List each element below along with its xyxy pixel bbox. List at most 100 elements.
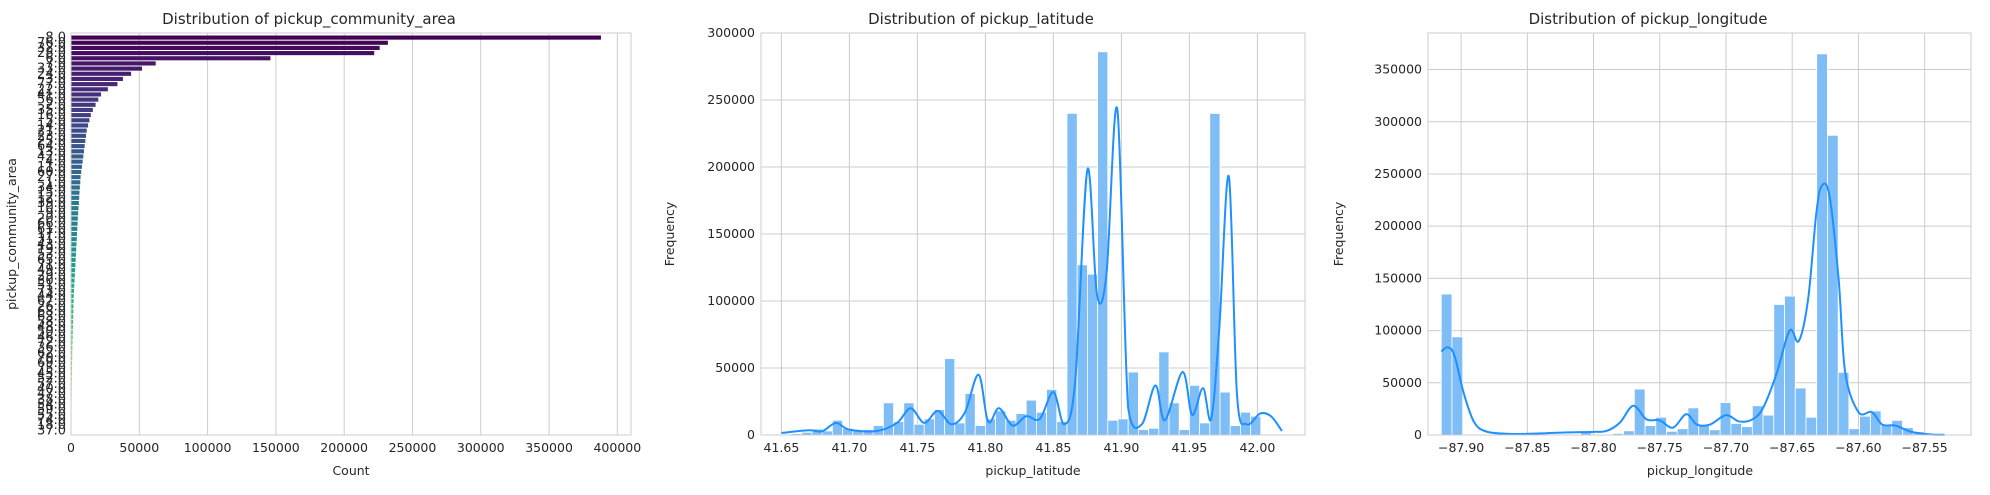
- y-tick-label: 50000: [1382, 375, 1422, 390]
- community-area-y-tick-label: 25.0: [37, 134, 66, 149]
- community-area-bar: [71, 324, 73, 330]
- community-area-x-axis-label: Count: [332, 463, 369, 478]
- community-area-y-tick-label: 49.0: [37, 263, 66, 278]
- latitude-y-axis-label: Frequency: [662, 201, 677, 266]
- histogram-bar: [1709, 429, 1721, 436]
- community-area-y-tick-label: 1.0: [45, 175, 66, 190]
- community-area-bar: [71, 154, 84, 159]
- x-tick-label: 41.70: [832, 440, 868, 455]
- community-area-y-tick-label: 3.0: [45, 72, 66, 87]
- community-area-bar: [71, 71, 132, 76]
- y-tick-label: 200000: [1374, 218, 1422, 233]
- community-area-y-tick-label: 14.0: [37, 118, 66, 133]
- community-area-y-tick-label: 76.0: [37, 36, 66, 51]
- histogram-bar: [883, 402, 895, 436]
- x-tick-label: 42.00: [1240, 440, 1276, 455]
- histogram-bar: [1773, 304, 1785, 436]
- community-area-y-tick-label: 53.0: [37, 248, 66, 263]
- histogram-bar: [1076, 264, 1088, 436]
- longitude-x-axis-label: pickup_longitude: [1647, 463, 1753, 478]
- community-area-y-tick-label: 35.0: [37, 103, 66, 118]
- community-area-y-tick-label: 15.0: [37, 186, 66, 201]
- community-area-y-tick-label: 60.0: [37, 165, 66, 180]
- community-area-y-tick-label: 69.0: [37, 356, 66, 371]
- community-area-bar: [71, 123, 89, 128]
- community-area-bar: [71, 242, 77, 247]
- y-tick-label: 250000: [707, 92, 755, 107]
- community-area-bar: [71, 304, 74, 309]
- community-area-chart-title: Distribution of pickup_community_area: [162, 10, 456, 29]
- community-area-bar: [71, 82, 118, 87]
- histogram-bar: [1805, 416, 1818, 436]
- community-area-y-tick-label: 4.0: [45, 155, 66, 170]
- community-area-bar: [71, 262, 76, 268]
- community-area-x-tick-label: 400000: [593, 440, 641, 455]
- community-area-y-tick-label: 8.0: [45, 31, 66, 46]
- community-area-y-tick-label: 72.0: [37, 336, 66, 351]
- community-area-y-tick-label: 10.0: [37, 201, 66, 216]
- community-area-y-tick-label: 57.0: [37, 377, 66, 392]
- histogram-bar: [903, 402, 915, 436]
- histogram-bar: [1623, 430, 1635, 436]
- community-area-y-tick-label: 77.0: [37, 77, 66, 92]
- community-area-y-tick-label: 28.0: [37, 46, 66, 61]
- community-area-y-tick-label: 50.0: [37, 325, 66, 340]
- community-area-y-tick-label: 7.0: [45, 56, 66, 71]
- community-area-bar: [71, 159, 83, 164]
- longitude-y-axis-label: Frequency: [1331, 201, 1346, 266]
- community-area-y-tick-label: 47.0: [37, 387, 66, 402]
- community-area-bar: [71, 87, 108, 92]
- community-area-y-tick-label: 68.0: [37, 305, 66, 320]
- y-tick-label: 200000: [707, 159, 755, 174]
- community-area-bar: [71, 361, 73, 366]
- community-area-y-tick-label: 67.0: [37, 294, 66, 309]
- y-tick-label: 150000: [707, 226, 755, 241]
- histogram-bar: [1784, 295, 1796, 436]
- x-tick-label: −87.65: [1769, 440, 1815, 455]
- histogram-bar: [974, 425, 986, 436]
- community-area-y-tick-label: 13.0: [37, 144, 66, 159]
- histogram-bar: [1229, 425, 1241, 436]
- community-area-bar: [71, 107, 93, 113]
- histogram-bar: [1097, 51, 1109, 436]
- community-area-bar: [71, 278, 75, 283]
- community-area-y-tick-label: 33.0: [37, 62, 66, 77]
- community-area-y-tick-label: 5.0: [45, 113, 66, 128]
- community-area-y-axis-label: pickup_community_area: [4, 158, 19, 310]
- community-area-bar: [71, 247, 77, 252]
- histogram-bar: [1158, 351, 1170, 436]
- community-area-y-tick-label: 46.0: [37, 330, 66, 345]
- community-area-y-tick-label: 32.0: [37, 41, 66, 56]
- community-area-y-tick-label: 59.0: [37, 403, 66, 418]
- histogram-bar: [1816, 53, 1828, 436]
- community-area-bar: [71, 345, 73, 350]
- community-area-bar: [71, 102, 96, 107]
- y-tick-label: 300000: [707, 25, 755, 40]
- community-area-y-tick-label: 12.0: [37, 191, 66, 206]
- histogram-bar: [954, 422, 966, 436]
- x-tick-label: −87.85: [1504, 440, 1550, 455]
- histogram-bar: [1719, 402, 1732, 436]
- community-area-y-tick-label: 44.0: [37, 289, 66, 304]
- community-area-bar: [71, 221, 78, 226]
- community-area-bar: [71, 76, 123, 82]
- histogram-bar: [1859, 415, 1871, 436]
- community-area-y-tick-label: 55.0: [37, 408, 66, 423]
- community-area-y-tick-label: 38.0: [37, 392, 66, 407]
- x-tick-label: 41.95: [1172, 440, 1208, 455]
- community-area-bar: [71, 200, 79, 206]
- community-area-y-tick-label: 6.0: [45, 51, 66, 66]
- community-area-y-tick-label: 66.0: [37, 217, 66, 232]
- community-area-y-tick-label: 31.0: [37, 232, 66, 247]
- community-area-bar: [71, 237, 77, 242]
- community-area-bar: [71, 45, 380, 50]
- community-area-bar: [71, 190, 80, 195]
- histogram-bar: [934, 409, 946, 436]
- community-area-bar: [71, 330, 73, 335]
- community-area-bar: [71, 309, 74, 314]
- community-area-y-tick-label: 29.0: [37, 268, 66, 283]
- community-area-bar: [71, 175, 81, 180]
- community-area-bar: [71, 149, 84, 154]
- histogram-bar: [1666, 430, 1678, 436]
- latitude-x-axis-label: pickup_latitude: [985, 463, 1081, 478]
